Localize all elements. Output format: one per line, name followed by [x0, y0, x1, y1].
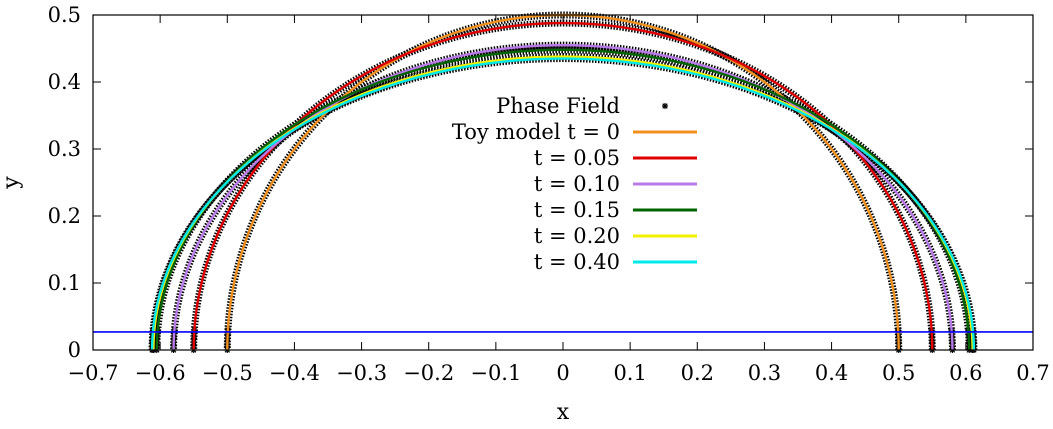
y-tick-label: 0.1 [48, 271, 81, 295]
axes: −0.7 −0.6 −0.5 −0.4 −0.3 −0.2 −0.1 0 0.1 0.2 0.3 0.… [48, 3, 1050, 385]
legend-label: t = 0.15 [534, 198, 620, 222]
x-tick-label: 0.1 [613, 361, 646, 385]
data-layer [93, 11, 1033, 353]
legend-item: t = 0.15 [534, 198, 697, 222]
legend-item: t = 0.40 [534, 250, 697, 274]
x-tick-label: −0.6 [135, 361, 186, 385]
series-line [150, 57, 976, 351]
x-tick-label: 0.3 [748, 361, 781, 385]
y-tick-label: 0.5 [48, 3, 81, 27]
y-tick-label: 0 [68, 338, 81, 362]
series-line [192, 21, 934, 351]
legend-marker [662, 103, 668, 109]
y-axis-label: y [0, 176, 24, 190]
x-tick-label: −0.7 [68, 361, 119, 385]
legend-label: t = 0.40 [534, 250, 620, 274]
x-tick-label: −0.2 [403, 361, 454, 385]
legend-label: t = 0.05 [534, 146, 620, 170]
legend-label: Phase Field [496, 94, 620, 118]
x-tick-label: 0.4 [815, 361, 848, 385]
legend-item: Toy model t = 0 [452, 120, 697, 144]
x-axis-label: x [557, 400, 570, 425]
legend-label: t = 0.10 [534, 172, 620, 196]
x-tick-label: −0.3 [336, 361, 387, 385]
y-tick-label: 0.4 [48, 70, 81, 94]
y-tick-label: 0.2 [48, 204, 81, 228]
legend-item: t = 0.20 [534, 224, 697, 248]
x-tick-label: 0.2 [681, 361, 714, 385]
x-tick-label: −0.4 [269, 361, 320, 385]
x-tick-label: −0.5 [202, 361, 253, 385]
legend-item: t = 0.05 [534, 146, 697, 170]
x-tick-label: 0.5 [882, 361, 915, 385]
legend-label: Toy model t = 0 [452, 120, 620, 144]
x-tick-label: 0 [556, 361, 569, 385]
x-tick-label: −0.1 [470, 361, 521, 385]
x-tick-label: 0.6 [949, 361, 982, 385]
legend-label: t = 0.20 [534, 224, 620, 248]
legend-item: Phase Field [496, 94, 668, 118]
plot-frame [92, 14, 1034, 351]
x-tick-label: 0.7 [1016, 361, 1049, 385]
legend-item: t = 0.10 [534, 172, 697, 196]
series-line [172, 43, 954, 351]
y-tick-label: 0.3 [48, 137, 81, 161]
